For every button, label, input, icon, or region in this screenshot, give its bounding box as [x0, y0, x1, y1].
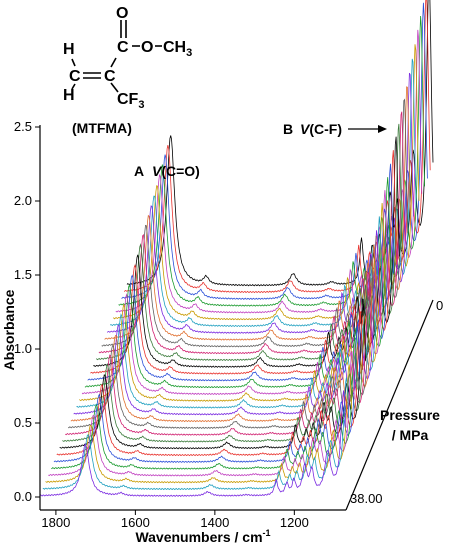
bond-cmid-carbonyl [110, 57, 117, 68]
pressure-ticks: 038.00 [350, 298, 443, 506]
annotation-b: B V(C-F) [283, 121, 387, 137]
y-tick-label: 0.0 [14, 489, 32, 504]
spectrum-line [51, 337, 358, 470]
spectrum-line [48, 351, 355, 477]
pressure-tick-label-min: 0 [436, 298, 443, 313]
x-tick-label: 1600 [121, 515, 150, 530]
spectrum-line [62, 283, 369, 443]
y-tick-label: 2.5 [14, 119, 32, 134]
y-tick-label: 1.0 [14, 341, 32, 356]
y-ticks: 0.0 0.5 1.0 1.5 2.0 2.5 [14, 119, 40, 504]
spectrum-line [79, 202, 386, 402]
annotation-a: A V(C=O) [134, 163, 200, 179]
axes-group: 0.00.51.01.52.02.5 1800 1600 1400 1200 038.… [14, 119, 443, 530]
x-tick-label: 1400 [200, 515, 229, 530]
annotation-b-letter: B [283, 121, 293, 137]
annotation-b-text: V(C-F) [300, 121, 342, 137]
pressure-tick-label-max: 38.00 [350, 491, 383, 506]
spectrum-line [93, 136, 400, 368]
atom-methyl: CH3 [163, 39, 192, 59]
atom-ester-o: O [141, 39, 153, 56]
annotation-b-arrowhead [378, 125, 387, 133]
y-tick-label: 0.5 [14, 415, 32, 430]
spectrum-line [59, 298, 366, 450]
y-tick-label: 2.0 [14, 193, 32, 208]
bond-h-bottom [71, 83, 76, 90]
x-axis-title: Wavenumbers / cm-1 [135, 528, 270, 545]
spectrum-line [45, 364, 352, 484]
bond-h-top [71, 58, 76, 67]
annotation-a-text: V(C=O) [152, 163, 200, 179]
atom-o-double: O [116, 5, 128, 22]
spectrum-line [87, 163, 395, 382]
pressure-axis-title-line2: / MPa [392, 427, 429, 443]
atom-c-left: C [69, 68, 81, 85]
spectrum-line [90, 150, 397, 375]
spectrum-line [95, 123, 403, 362]
x-ticks: 1800 1600 1400 1200 [41, 510, 309, 530]
spectrum-line [42, 377, 350, 491]
atom-c-mid: C [104, 68, 116, 85]
x-tick-label: 1200 [280, 515, 309, 530]
spectra-series-group [39, 0, 434, 497]
molecule-structure: O C O CH3 C C H H CF3 (MTFMA) [63, 5, 192, 136]
spectrum-line [73, 230, 381, 416]
spectrum-line [84, 177, 392, 389]
atom-c-carbonyl: C [117, 39, 129, 56]
bond-cf3 [110, 82, 119, 93]
spectrum-line [76, 216, 383, 409]
spectrum-line [56, 311, 364, 457]
spectrum-line [81, 190, 389, 396]
spectrum-line [53, 324, 361, 463]
y-tick-label: 1.5 [14, 267, 32, 282]
pressure-axis-line [345, 299, 434, 511]
y-axis-title: Absorbance [1, 289, 17, 370]
atom-h-top: H [63, 41, 75, 58]
pressure-axis-title-line1: Pressure [380, 407, 440, 423]
spectrum-line [39, 390, 347, 497]
atom-h-bottom: H [63, 87, 75, 104]
molecule-name: (MTFMA) [72, 120, 132, 136]
x-tick-label: 1800 [41, 515, 70, 530]
annotation-a-letter: A [134, 163, 144, 179]
atom-cf3: CF3 [117, 91, 144, 111]
